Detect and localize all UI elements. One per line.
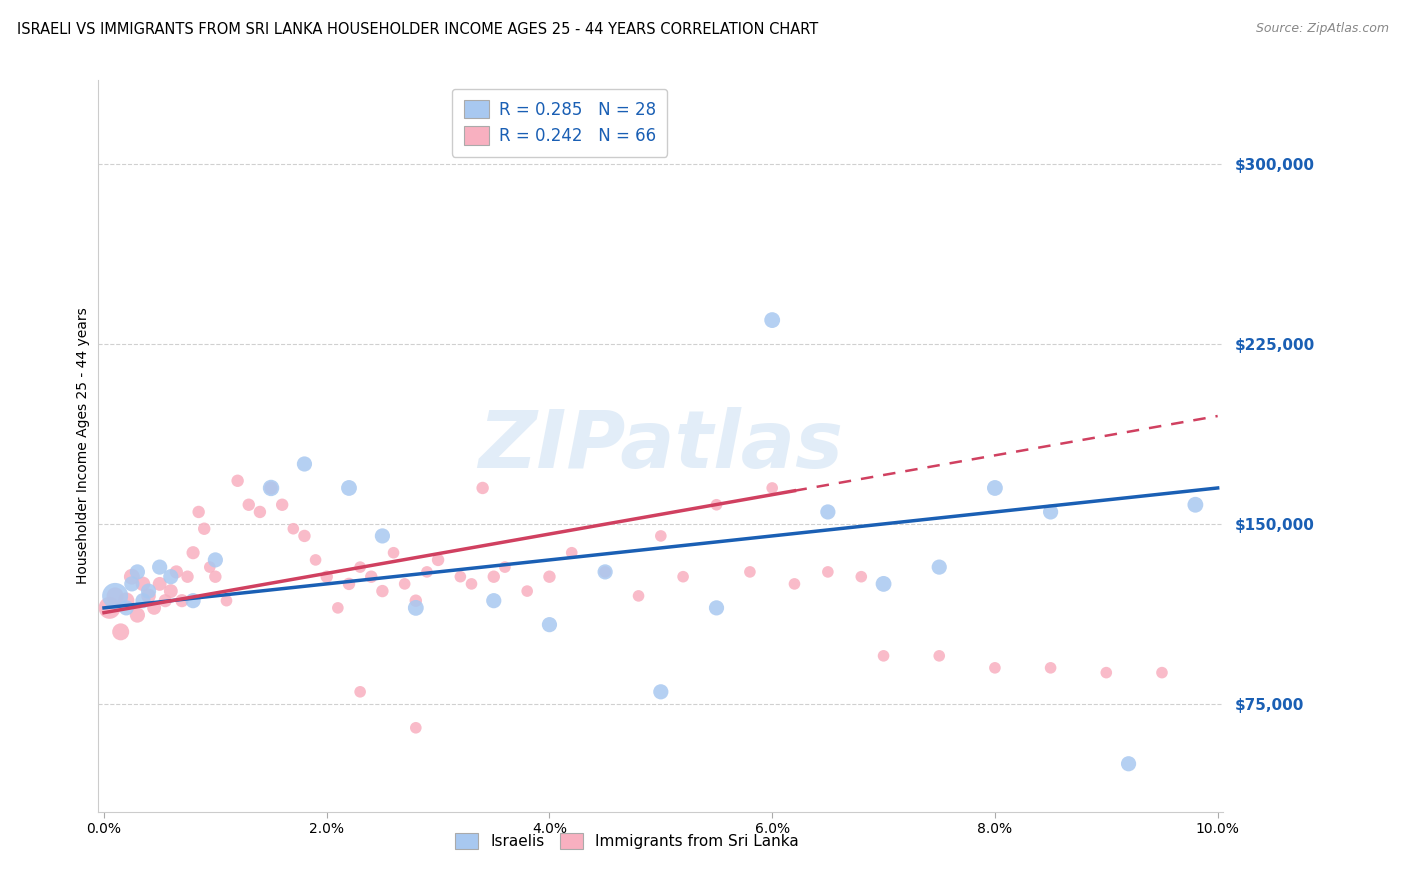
Point	[650, 685, 672, 699]
Point	[138, 589, 160, 603]
Point	[561, 546, 583, 560]
Point	[132, 577, 155, 591]
Point	[159, 570, 181, 584]
Point	[706, 600, 728, 615]
Point	[394, 577, 416, 591]
Point	[738, 565, 761, 579]
Point	[260, 481, 283, 495]
Point	[1039, 505, 1062, 519]
Point	[159, 584, 181, 599]
Point	[817, 505, 839, 519]
Point	[170, 593, 193, 607]
Point	[315, 570, 337, 584]
Point	[204, 570, 226, 584]
Point	[337, 481, 360, 495]
Point	[143, 600, 166, 615]
Point	[761, 313, 783, 327]
Point	[482, 593, 505, 607]
Point	[427, 553, 450, 567]
Point	[471, 481, 494, 495]
Point	[110, 624, 132, 639]
Point	[326, 600, 349, 615]
Point	[121, 570, 143, 584]
Point	[294, 457, 316, 471]
Text: ZIPatlas: ZIPatlas	[478, 407, 844, 485]
Point	[337, 577, 360, 591]
Point	[176, 570, 198, 584]
Point	[650, 529, 672, 543]
Point	[494, 560, 516, 574]
Point	[149, 577, 172, 591]
Point	[482, 570, 505, 584]
Point	[155, 593, 177, 607]
Point	[706, 498, 728, 512]
Point	[260, 481, 283, 495]
Point	[304, 553, 326, 567]
Point	[371, 529, 394, 543]
Point	[382, 546, 405, 560]
Point	[121, 577, 143, 591]
Point	[204, 553, 226, 567]
Point	[238, 498, 260, 512]
Point	[165, 565, 187, 579]
Point	[115, 600, 138, 615]
Point	[198, 560, 221, 574]
Text: ISRAELI VS IMMIGRANTS FROM SRI LANKA HOUSEHOLDER INCOME AGES 25 - 44 YEARS CORRE: ISRAELI VS IMMIGRANTS FROM SRI LANKA HOU…	[17, 22, 818, 37]
Point	[872, 648, 894, 663]
Point	[249, 505, 271, 519]
Point	[1095, 665, 1118, 680]
Point	[984, 661, 1007, 675]
Point	[104, 589, 127, 603]
Legend: Israelis, Immigrants from Sri Lanka: Israelis, Immigrants from Sri Lanka	[449, 827, 806, 855]
Point	[187, 505, 209, 519]
Point	[360, 570, 382, 584]
Point	[405, 600, 427, 615]
Point	[127, 565, 149, 579]
Point	[672, 570, 695, 584]
Point	[460, 577, 482, 591]
Point	[405, 721, 427, 735]
Point	[627, 589, 650, 603]
Point	[127, 608, 149, 623]
Point	[1184, 498, 1206, 512]
Point	[181, 546, 204, 560]
Point	[226, 474, 249, 488]
Point	[851, 570, 873, 584]
Point	[138, 584, 160, 599]
Point	[294, 529, 316, 543]
Point	[593, 565, 616, 579]
Point	[1039, 661, 1062, 675]
Point	[193, 522, 215, 536]
Y-axis label: Householder Income Ages 25 - 44 years: Householder Income Ages 25 - 44 years	[76, 308, 90, 584]
Point	[283, 522, 305, 536]
Point	[416, 565, 439, 579]
Point	[405, 593, 427, 607]
Point	[181, 593, 204, 607]
Point	[132, 593, 155, 607]
Point	[104, 589, 127, 603]
Point	[149, 560, 172, 574]
Point	[984, 481, 1007, 495]
Point	[371, 584, 394, 599]
Point	[593, 565, 616, 579]
Point	[516, 584, 538, 599]
Point	[538, 570, 561, 584]
Point	[872, 577, 894, 591]
Point	[349, 685, 371, 699]
Text: Source: ZipAtlas.com: Source: ZipAtlas.com	[1256, 22, 1389, 36]
Point	[449, 570, 471, 584]
Point	[817, 565, 839, 579]
Point	[538, 617, 561, 632]
Point	[928, 648, 950, 663]
Point	[1150, 665, 1173, 680]
Point	[1118, 756, 1140, 771]
Point	[271, 498, 294, 512]
Point	[928, 560, 950, 574]
Point	[783, 577, 806, 591]
Point	[349, 560, 371, 574]
Point	[761, 481, 783, 495]
Point	[215, 593, 238, 607]
Point	[115, 593, 138, 607]
Point	[98, 600, 121, 615]
